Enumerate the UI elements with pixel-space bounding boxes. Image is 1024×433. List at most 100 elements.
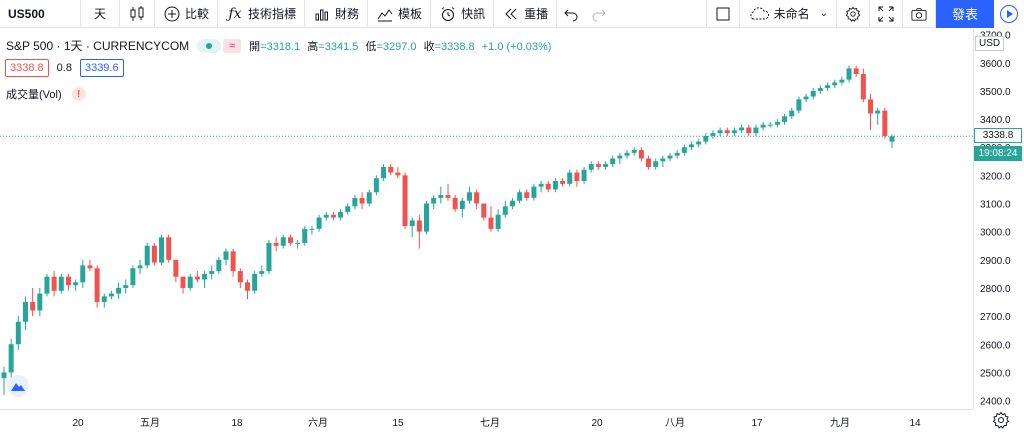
- candle: [495, 209, 501, 232]
- candle: [280, 234, 286, 249]
- time-tick-label: 五月: [140, 417, 160, 429]
- time-tick-label: 20: [591, 418, 603, 429]
- candle-body: [882, 110, 888, 136]
- currency-badge[interactable]: USD: [975, 36, 1005, 51]
- tradingview-logo-button[interactable]: [7, 375, 29, 397]
- snapshot-button[interactable]: [903, 0, 935, 28]
- candle-body: [51, 276, 57, 291]
- chart-type-button[interactable]: [120, 0, 154, 28]
- chart-legend: S&P 500 · 1天 · CURRENCYCOM ≈ 開=3318.1 高=…: [6, 37, 551, 54]
- market-status-badge[interactable]: ≈: [197, 38, 242, 53]
- layout-select-button[interactable]: [707, 0, 739, 28]
- candle-body: [244, 282, 250, 291]
- candle: [646, 155, 652, 170]
- candle-body: [653, 161, 659, 167]
- candle-body: [15, 321, 21, 345]
- candle-body: [825, 85, 831, 89]
- candle-body: [395, 172, 401, 176]
- compare-button[interactable]: 比較: [155, 0, 217, 28]
- candle: [552, 178, 558, 193]
- candle-body: [774, 121, 780, 125]
- time-tick-label: 七月: [480, 417, 500, 429]
- candle: [309, 226, 315, 235]
- toolbar-divider: [217, 0, 219, 28]
- redo-button[interactable]: [585, 0, 613, 28]
- candle-body: [151, 245, 157, 263]
- sell-price-button[interactable]: 3338.8: [5, 59, 49, 77]
- settings-button[interactable]: [837, 0, 869, 28]
- time-axis[interactable]: 20 五月 18 六月 15 七月 20 八月 17 九月 14: [0, 409, 973, 433]
- spread-value: 0.8: [56, 62, 72, 74]
- candle-body: [875, 110, 881, 114]
- time-axis-labels: 20 五月 18 六月 15 七月 20 八月 17 九月 14: [72, 417, 921, 429]
- bar-chart-icon: [313, 5, 331, 23]
- volume-label[interactable]: 成交量(Vol): [6, 89, 62, 101]
- candle-body: [44, 276, 50, 294]
- candle-body: [531, 186, 537, 198]
- candle: [832, 79, 838, 89]
- candle-body: [646, 158, 652, 167]
- symbol-search-button[interactable]: US500: [8, 6, 45, 21]
- candle-body: [266, 242, 272, 272]
- undo-button[interactable]: [557, 0, 585, 28]
- candle: [287, 234, 293, 246]
- alert-button[interactable]: 快訊: [431, 0, 493, 28]
- scale-settings-button[interactable]: [992, 411, 1010, 433]
- candle: [803, 93, 809, 103]
- indicators-button[interactable]: ƒx 技術指標: [218, 0, 304, 28]
- interval-button[interactable]: 天: [93, 7, 106, 21]
- stream-button[interactable]: [994, 0, 1024, 28]
- financials-button[interactable]: 財務: [305, 0, 367, 28]
- candle: [273, 237, 279, 252]
- candle: [73, 279, 79, 291]
- open-value: =3318.1: [260, 40, 301, 53]
- candle-body: [130, 268, 136, 286]
- candle: [373, 175, 379, 196]
- candle: [424, 200, 430, 235]
- candle: [15, 316, 21, 350]
- redo-icon: [592, 9, 606, 21]
- warning-icon[interactable]: !: [71, 87, 86, 101]
- candle-body: [431, 197, 437, 204]
- candle: [130, 265, 136, 288]
- candle-body: [631, 150, 637, 153]
- candle-body: [65, 276, 71, 286]
- candle: [431, 195, 437, 210]
- price-chart[interactable]: [0, 29, 973, 409]
- candle-body: [817, 88, 823, 91]
- publish-button[interactable]: 發表: [936, 0, 994, 28]
- price-tick-label: 2600.0: [980, 340, 1011, 351]
- low-label: 低: [365, 40, 377, 53]
- candle: [545, 181, 551, 193]
- candle: [366, 189, 372, 207]
- symbol-title[interactable]: S&P 500 · 1天 · CURRENCYCOM: [6, 39, 190, 53]
- time-tick-label: 六月: [308, 417, 328, 429]
- toolbar-divider: [304, 0, 306, 28]
- layout-name-button[interactable]: 未命名 ⌄: [740, 0, 836, 28]
- candle-body: [739, 127, 745, 131]
- candle-body: [202, 273, 208, 280]
- high-value: =3341.5: [318, 40, 359, 53]
- replay-button[interactable]: 重播: [494, 0, 556, 28]
- candle: [202, 271, 208, 288]
- templates-button[interactable]: 模板: [368, 0, 430, 28]
- price-tick-label: 3200.0: [980, 171, 1011, 182]
- toolbar-divider: [869, 0, 870, 28]
- candle-body: [810, 90, 816, 97]
- candle-body: [667, 155, 673, 159]
- candle: [517, 189, 523, 204]
- candle-body: [159, 237, 165, 263]
- price-tick-label: 3600.0: [980, 59, 1011, 70]
- price-axis[interactable]: 3700.03600.03500.03400.03300.03200.03100…: [973, 29, 1024, 409]
- candle: [108, 290, 114, 300]
- candle-body: [796, 99, 802, 111]
- fullscreen-button[interactable]: [870, 0, 902, 28]
- candle: [359, 192, 365, 210]
- candle-body: [287, 237, 293, 243]
- buy-price-button[interactable]: 3339.6: [79, 59, 124, 77]
- candle: [466, 186, 472, 204]
- candle: [631, 147, 637, 156]
- candle-body: [803, 96, 809, 100]
- candle: [51, 271, 57, 297]
- candle-body: [330, 214, 336, 218]
